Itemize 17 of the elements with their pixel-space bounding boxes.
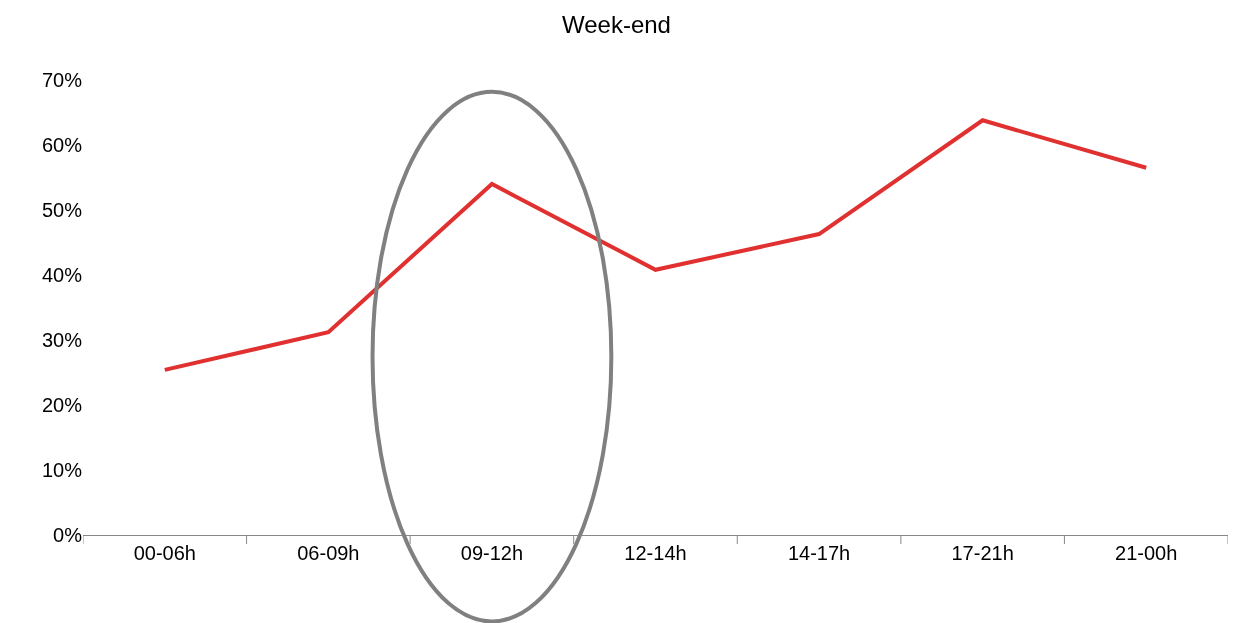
y-tick-label: 0%	[53, 524, 83, 546]
y-tick-label: 30%	[41, 329, 83, 351]
y-tick-label: 10%	[41, 459, 83, 481]
y-tick-label: 60%	[41, 134, 83, 156]
y-tick-label: 20%	[41, 394, 83, 416]
chart-title: Week-end	[562, 11, 671, 39]
y-tick-label: 40%	[41, 264, 83, 286]
y-tick-label: 70%	[41, 69, 83, 91]
x-tick-label: 14-17h	[787, 542, 851, 564]
x-tick-label: 17-21h	[951, 542, 1014, 564]
x-tick-label: 12-14h	[624, 542, 687, 564]
x-tick-label: 06-09h	[297, 542, 360, 564]
line-series	[162, 118, 1149, 372]
x-tick-label: 21-00h	[1115, 542, 1178, 564]
y-tick-label: 50%	[41, 199, 83, 221]
x-tick-label: 09-12h	[460, 542, 524, 564]
x-tick-label: 00-06h	[133, 542, 196, 564]
